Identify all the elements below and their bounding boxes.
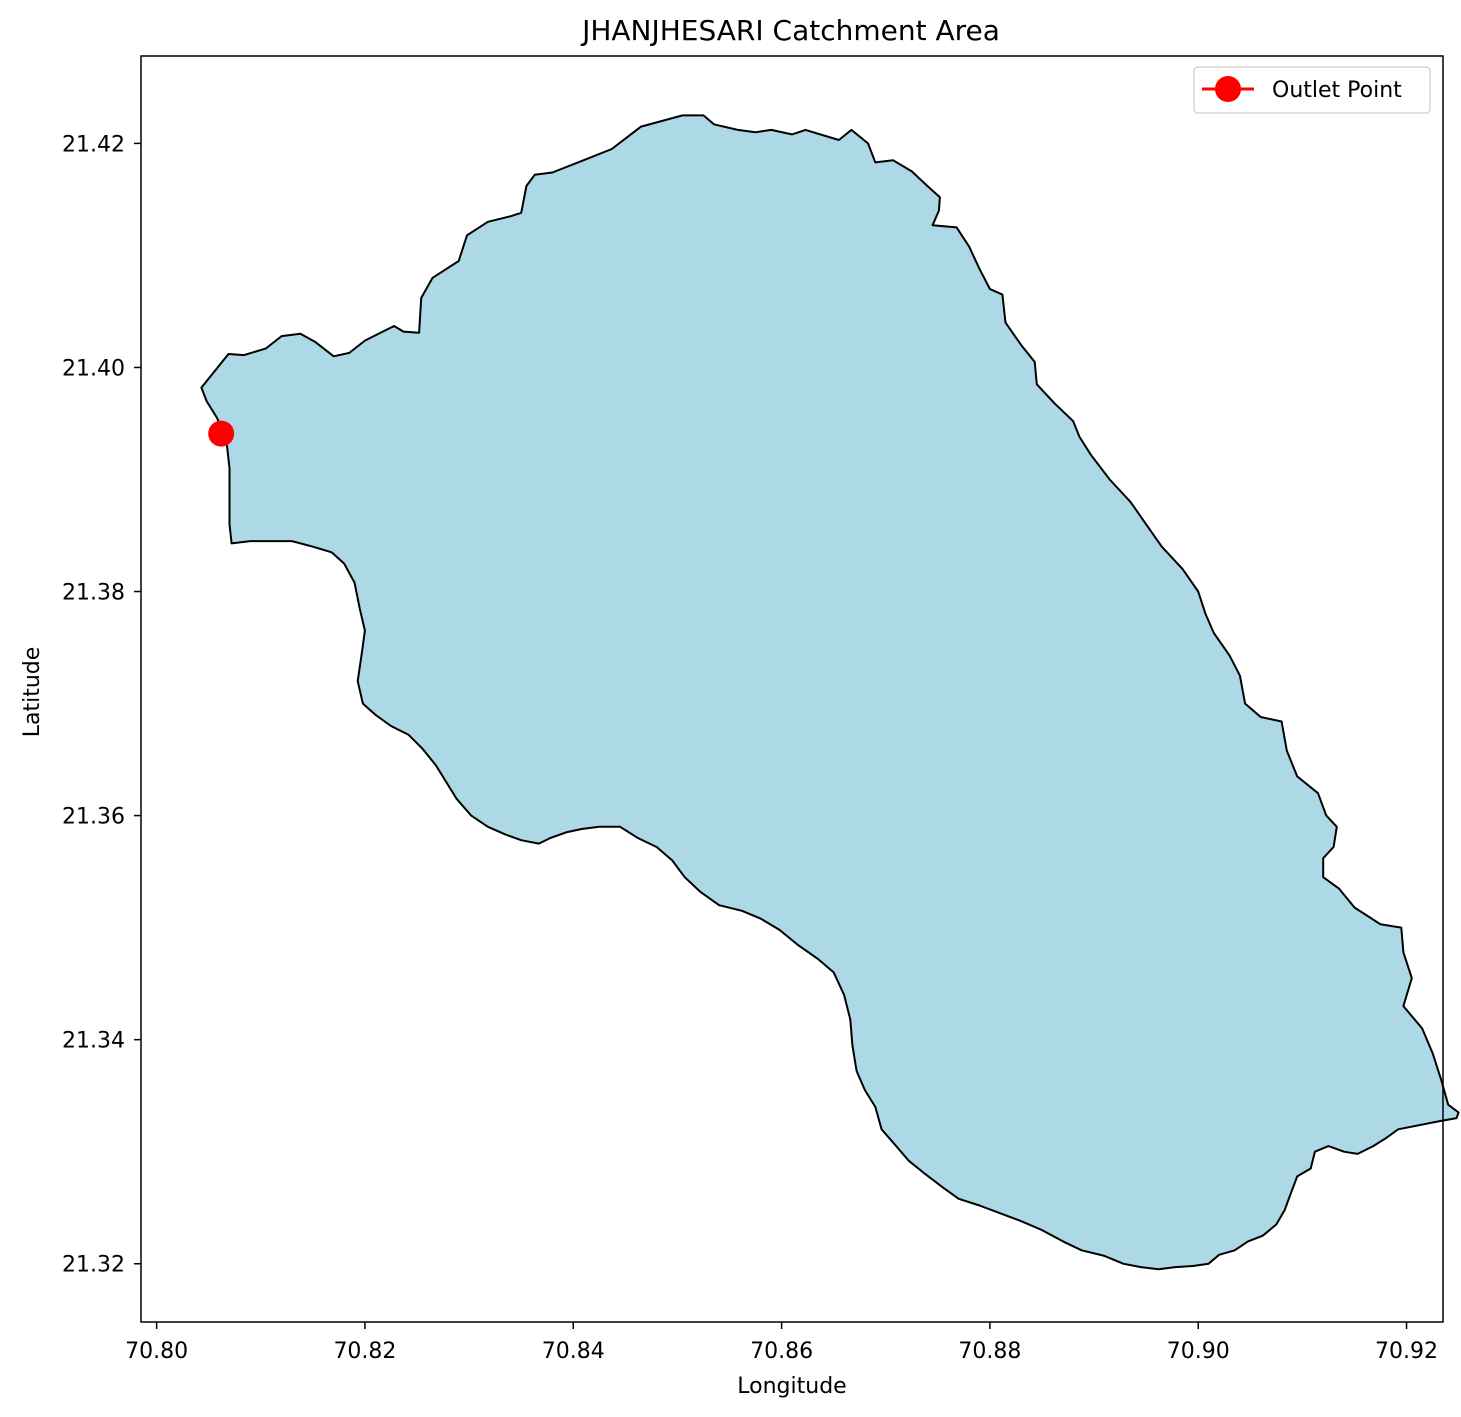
legend: Outlet Point bbox=[1193, 66, 1431, 114]
y-tick-label: 21.40 bbox=[62, 356, 125, 381]
catchment-polygon bbox=[200, 114, 1460, 1271]
x-tick-label: 70.90 bbox=[1167, 1339, 1230, 1364]
y-axis-label: Latitude bbox=[20, 647, 45, 738]
legend-box bbox=[1193, 66, 1431, 114]
x-axis-ticks: 70.80 70.82 70.84 70.86 70.88 70.90 70.92 bbox=[125, 1322, 1438, 1364]
y-tick-label: 21.38 bbox=[62, 581, 125, 606]
x-tick-label: 70.86 bbox=[750, 1339, 813, 1364]
x-tick-label: 70.82 bbox=[333, 1339, 396, 1364]
legend-marker bbox=[1215, 76, 1241, 102]
outlet-point-marker bbox=[208, 420, 235, 447]
y-axis-ticks: 21.32 21.34 21.36 21.38 21.40 21.42 bbox=[62, 132, 141, 1278]
legend-label-outlet-point: Outlet Point bbox=[1272, 78, 1402, 103]
chart-title: JHANJHESARI Catchment Area bbox=[580, 14, 1000, 47]
plot-area bbox=[200, 114, 1460, 1271]
axes-frame bbox=[140, 55, 1444, 1323]
y-tick-label: 21.32 bbox=[62, 1253, 125, 1278]
y-tick-label: 21.34 bbox=[62, 1029, 125, 1054]
x-tick-label: 70.84 bbox=[542, 1339, 605, 1364]
x-tick-label: 70.88 bbox=[958, 1339, 1021, 1364]
y-tick-label: 21.42 bbox=[62, 132, 125, 157]
x-tick-label: 70.92 bbox=[1375, 1339, 1438, 1364]
y-tick-label: 21.36 bbox=[62, 805, 125, 830]
x-axis-label: Longitude bbox=[737, 1374, 846, 1399]
x-tick-label: 70.80 bbox=[125, 1339, 188, 1364]
